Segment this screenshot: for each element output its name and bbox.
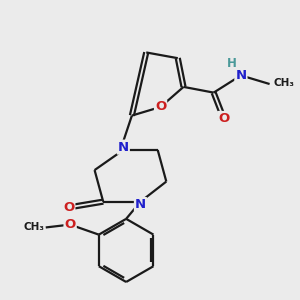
Text: N: N xyxy=(118,141,129,154)
Text: O: O xyxy=(218,112,229,125)
Text: O: O xyxy=(155,100,166,113)
Text: N: N xyxy=(235,69,247,82)
Text: N: N xyxy=(135,198,146,211)
Text: O: O xyxy=(63,201,74,214)
Text: H: H xyxy=(227,57,237,70)
Text: OCH₃: OCH₃ xyxy=(0,299,1,300)
Text: CH₃: CH₃ xyxy=(23,223,44,232)
Text: CH₃: CH₃ xyxy=(274,78,295,88)
Text: O: O xyxy=(64,218,76,231)
